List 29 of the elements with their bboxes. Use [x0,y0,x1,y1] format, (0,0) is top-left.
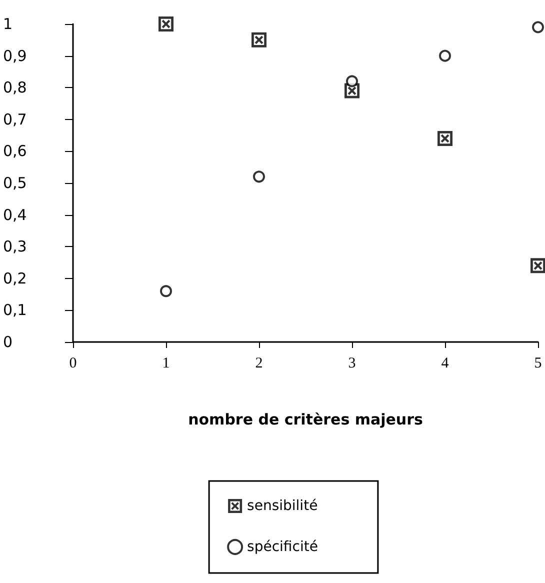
x-tick-label: 1 [162,356,170,372]
x-tick-label: 3 [348,356,356,372]
point [439,50,451,62]
y-tick-label: 1 [3,15,13,33]
y-tick-label: 0,1 [3,301,27,320]
x-tick-label: 5 [534,356,542,372]
x-tick-label: 4 [441,356,450,372]
point [438,130,452,146]
point [346,75,358,88]
y-tick-label: 0,4 [3,206,27,224]
y-tick-label: 0,8 [3,78,27,97]
point [158,16,174,32]
y-tick-label: 0,6 [3,142,27,160]
y-tick-label: 0,2 [3,269,27,288]
y-tick-label: 0,5 [3,174,27,192]
y-tick-label: 0,9 [3,46,27,65]
y-tick-label: 0,7 [3,110,27,128]
point [252,32,266,48]
legend-label: spécificité [247,539,318,555]
legend-label: sensibilité [247,498,318,514]
point [160,285,172,298]
point [532,21,544,34]
x-axis-title: nombre de critères majeurs [188,410,423,428]
x-tick-label: 2 [255,356,263,372]
x-tick-label: 0 [69,356,77,372]
point [253,170,265,183]
point [530,258,545,274]
y-tick-label: 0,3 [3,238,27,256]
y-tick-label: 0 [3,333,13,351]
